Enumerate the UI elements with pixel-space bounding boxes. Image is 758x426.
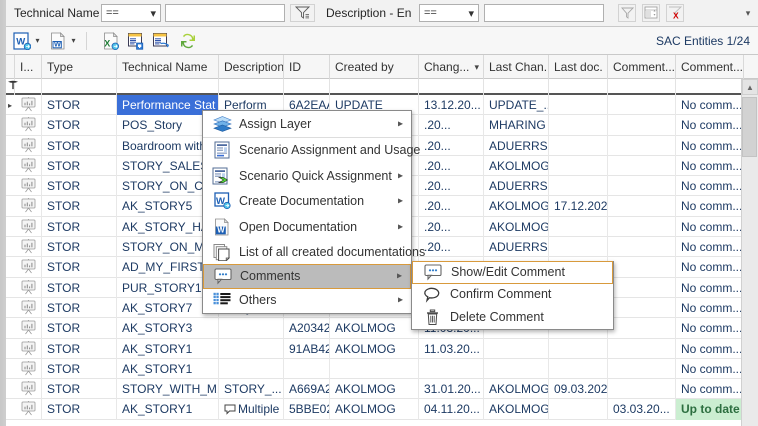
svg-text:X: X (104, 38, 110, 48)
svg-text:X: X (673, 11, 679, 21)
svg-text:W: W (54, 39, 61, 48)
svg-text:W: W (217, 225, 225, 234)
